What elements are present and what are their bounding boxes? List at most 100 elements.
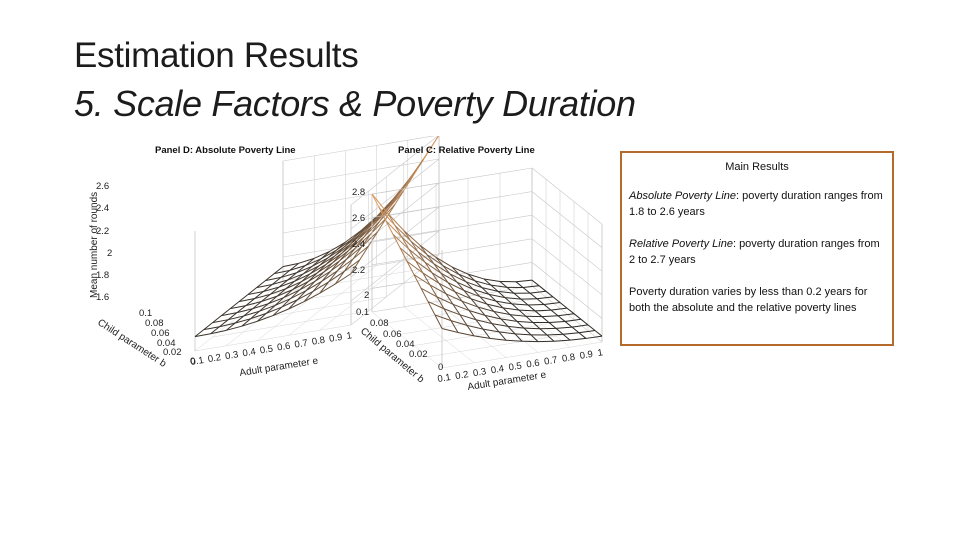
- surface-line: [491, 323, 509, 327]
- surface-line: [288, 301, 305, 310]
- surface-line: [520, 298, 529, 306]
- surface-line: [370, 217, 387, 235]
- surface-line: [269, 286, 280, 295]
- surface-line: [336, 238, 353, 251]
- surface-line: [349, 230, 367, 245]
- surface-line: [522, 285, 540, 288]
- surface-line: [419, 244, 437, 258]
- surface-line: [481, 287, 499, 292]
- surface-line: [210, 329, 227, 335]
- grid-line: [350, 158, 440, 230]
- panel-relative-title: Panel C: Relative Poverty Line: [398, 145, 535, 156]
- surface-line: [334, 243, 351, 257]
- surface-line: [474, 280, 483, 288]
- grid-line: [282, 230, 440, 258]
- surface-line: [470, 298, 488, 305]
- surface-line: [247, 291, 264, 296]
- surface-line: [473, 335, 491, 339]
- surface-line: [559, 302, 568, 309]
- surface-line: [470, 298, 479, 308]
- surface-line: [434, 314, 443, 329]
- surface-line: [468, 309, 486, 316]
- panel-relative: Panel C: Relative Poverty Line 2.8 2.6 2…: [352, 145, 604, 393]
- surface-line: [587, 324, 596, 331]
- panel-relative-y-ticks: 0.1 0.08 0.06 0.04 0.02 0: [356, 307, 443, 373]
- surface-line: [504, 297, 513, 305]
- surface-line: [484, 315, 493, 324]
- surface-line: [427, 301, 436, 316]
- surface-line: [504, 297, 522, 300]
- surface-line: [203, 322, 213, 330]
- surface-line: [548, 322, 557, 329]
- surface-line: [539, 328, 548, 336]
- surface-line: [371, 193, 380, 208]
- surface-line: [497, 290, 515, 294]
- surface-line: [351, 225, 369, 240]
- grid-line: [350, 206, 440, 278]
- surface-line: [493, 311, 502, 320]
- surface-line: [552, 296, 561, 303]
- surface-line: [243, 310, 260, 317]
- surface-line: [401, 237, 419, 253]
- surface-line: [578, 330, 596, 334]
- surface-line: [486, 303, 495, 312]
- surface-line: [394, 225, 412, 242]
- surface-line: [332, 250, 349, 264]
- surface-line: [343, 258, 354, 272]
- surface-line: [297, 290, 307, 301]
- surface-line: [392, 233, 410, 250]
- z-tick: 2.8: [352, 187, 365, 198]
- surface-line: [477, 306, 495, 313]
- floor-line: [194, 280, 284, 352]
- panel-absolute-x-ticks: 0.1 0.2 0.3 0.4 0.5 0.6 0.7 0.8 0.9 1: [190, 330, 353, 368]
- surface-line: [431, 272, 449, 283]
- surface-line: [203, 326, 220, 331]
- surface-line: [361, 231, 378, 247]
- floor-line: [371, 311, 443, 369]
- surface-line: [259, 304, 276, 312]
- surface-line: [497, 291, 506, 299]
- surface-line: [323, 260, 340, 273]
- surface-line: [303, 291, 314, 302]
- surface-line: [352, 245, 369, 260]
- surface-line: [541, 315, 559, 318]
- surface-line: [443, 308, 461, 316]
- surface-line: [328, 270, 338, 283]
- surface-line: [272, 308, 289, 317]
- surface-line: [252, 301, 262, 310]
- surface-line: [347, 236, 365, 252]
- surface-line: [365, 214, 382, 231]
- surface-line: [343, 259, 361, 272]
- surface-line: [247, 287, 257, 295]
- surface-line: [435, 256, 453, 268]
- surface-line: [488, 294, 497, 302]
- surface-line: [236, 305, 247, 314]
- surface-line: [458, 274, 467, 283]
- grid-line: [282, 158, 440, 186]
- surface-line: [343, 234, 360, 248]
- surface-line: [381, 196, 398, 216]
- grid-line: [282, 206, 440, 234]
- surface-line: [450, 320, 468, 326]
- surface-line: [436, 296, 454, 305]
- surface-line: [440, 272, 458, 283]
- surface-line: [454, 291, 463, 302]
- surface-line: [457, 332, 475, 337]
- surface-line: [438, 283, 447, 295]
- z-tick: 2.4: [96, 203, 109, 214]
- floor-line: [288, 265, 377, 336]
- surface-line: [410, 240, 419, 253]
- z-tick: 2: [107, 248, 112, 259]
- surface-line: [360, 216, 377, 231]
- result-item: Absolute Poverty Line: poverty duration …: [629, 188, 885, 220]
- surface-line: [436, 296, 445, 310]
- panel-absolute-y-ticks: 0.1 0.08 0.06 0.04 0.02 0: [139, 308, 195, 367]
- surface-line: [285, 280, 295, 290]
- result-item-lead: Absolute Poverty Line: [629, 190, 737, 202]
- surface-line: [562, 333, 571, 341]
- surface-line: [281, 299, 298, 308]
- surface-line: [376, 217, 387, 233]
- slide-subtitle: 5. Scale Factors & Poverty Duration: [74, 83, 636, 124]
- surface-line: [245, 301, 262, 307]
- surface-line: [298, 257, 315, 264]
